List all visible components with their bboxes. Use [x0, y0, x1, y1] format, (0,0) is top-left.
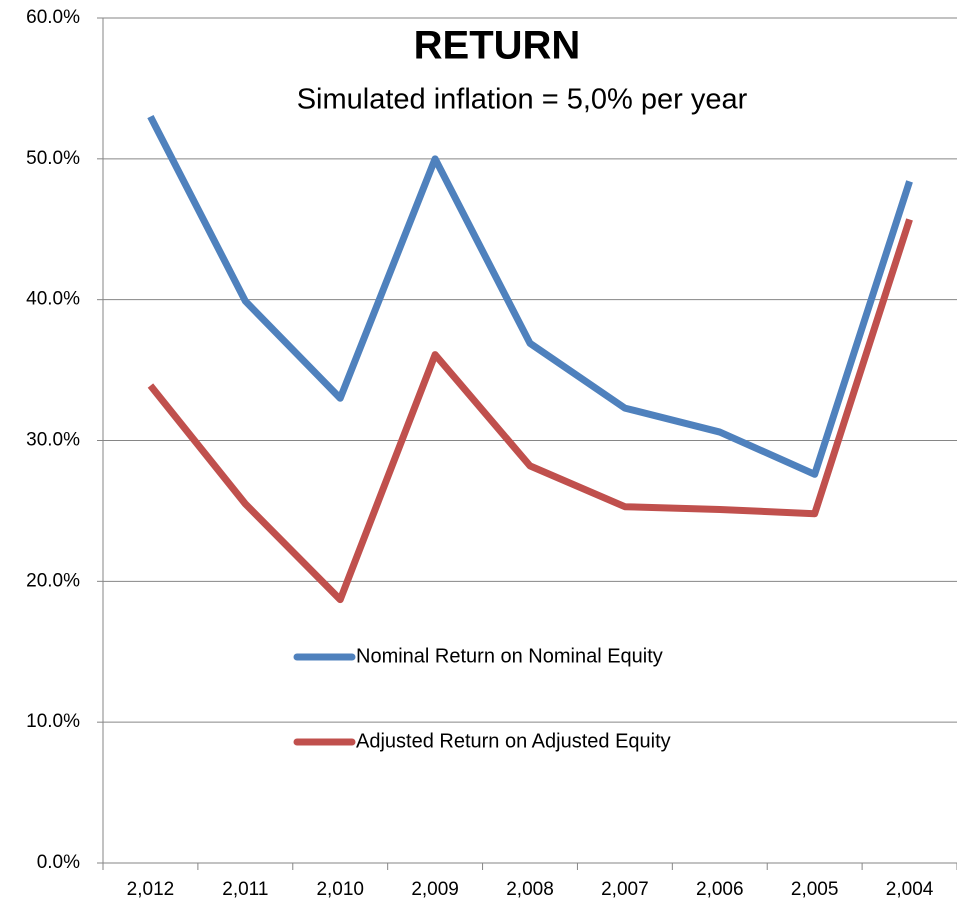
x-tick-label: 2,012: [127, 879, 175, 900]
y-tick-label: 10.0%: [26, 711, 80, 732]
x-tick-label: 2,005: [791, 879, 839, 900]
legend-label: Nominal Return on Nominal Equity: [356, 645, 663, 667]
x-tick-label: 2,006: [696, 879, 744, 900]
x-tick-label: 2,011: [222, 879, 268, 900]
y-tick-label: 40.0%: [26, 289, 80, 310]
y-tick-label: 20.0%: [26, 570, 80, 591]
chart-title: RETURN: [414, 24, 581, 68]
y-tick-label: 60.0%: [26, 7, 80, 28]
x-tick-label: 2,010: [316, 879, 364, 900]
y-tick-label: 0.0%: [37, 852, 80, 873]
legend-label: Adjusted Return on Adjusted Equity: [356, 730, 671, 752]
x-tick-label: 2,008: [506, 879, 554, 900]
y-tick-label: 30.0%: [26, 430, 80, 451]
chart-subtitle: Simulated inflation = 5,0% per year: [297, 84, 748, 116]
x-tick-label: 2,009: [411, 879, 459, 900]
data-line: [147, 218, 913, 604]
y-tick-label: 50.0%: [26, 148, 80, 169]
data-line: [147, 114, 913, 478]
x-tick-label: 2,007: [601, 879, 649, 900]
x-tick-label: 2,004: [886, 879, 934, 900]
